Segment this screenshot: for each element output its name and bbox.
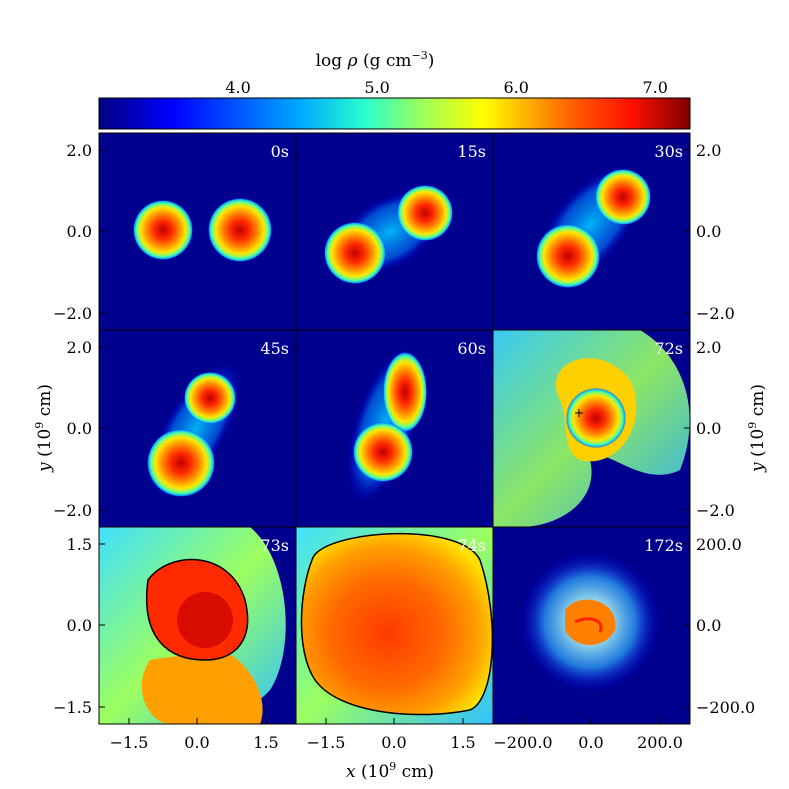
y-tick-label: 2.0 <box>67 141 92 160</box>
y-tick-label-right: 0.0 <box>696 616 721 635</box>
colorbar-tick-label: 7.0 <box>643 78 668 97</box>
panel-60s <box>296 330 493 527</box>
contour-line <box>300 532 493 716</box>
x-tick-label: 0.0 <box>184 733 209 752</box>
x-tick-label: 1.5 <box>253 733 278 752</box>
y-tick-label-right: −2.0 <box>696 304 735 323</box>
star-blob <box>383 352 427 432</box>
star-blob <box>147 429 215 497</box>
y-tick-label-right: −200.0 <box>696 698 755 717</box>
colorbar: log ρ (g cm−3) 4.0 5.0 6.0 7.0 <box>98 49 691 130</box>
star-blob <box>397 185 453 241</box>
panel-time-label: 60s <box>457 339 486 358</box>
panel-time-label: 72s <box>654 339 683 358</box>
star-blob <box>566 388 626 448</box>
panel-grid <box>98 132 691 725</box>
panel-time-label: 45s <box>260 339 289 358</box>
panel-74s <box>296 527 493 724</box>
colorbar-tick-label: 5.0 <box>364 78 389 97</box>
y-tick-label: 0.0 <box>67 616 92 635</box>
star-blob <box>536 224 600 288</box>
y-tick-label-right: 2.0 <box>696 141 721 160</box>
colorbar-gradient <box>98 97 691 130</box>
y-tick-label-right: −2.0 <box>696 501 735 520</box>
center-marker <box>575 409 583 417</box>
x-tick-label: −1.5 <box>307 733 346 752</box>
y-tick-label: 1.5 <box>67 535 92 554</box>
y-tick-label-right: 2.0 <box>696 338 721 357</box>
star-blob <box>595 169 651 225</box>
colorbar-ticks: 4.0 5.0 6.0 7.0 <box>225 78 668 129</box>
star-blob <box>184 372 236 424</box>
panel-72s <box>493 330 690 527</box>
x-axis-label: x (109 cm) <box>346 760 434 782</box>
y-axis-label-left: y (109 cm) <box>33 384 55 473</box>
x-tick-label: 1.5 <box>450 733 475 752</box>
x-tick-label: 0.0 <box>381 733 406 752</box>
star-blob <box>208 198 272 262</box>
y-tick-label: 2.0 <box>67 338 92 357</box>
y-tick-label: 0.0 <box>67 222 92 241</box>
panel-time-label: 0s <box>271 142 289 161</box>
x-tick-label: 200.0 <box>637 733 683 752</box>
panel-time-label: 73s <box>260 536 289 555</box>
star-blob <box>133 200 193 260</box>
y-tick-label: 0.0 <box>67 419 92 438</box>
star-blob <box>353 422 413 482</box>
y-tick-label-right: 0.0 <box>696 222 721 241</box>
panel-0s <box>99 133 296 330</box>
panel-time-label: 172s <box>644 536 683 555</box>
panel-time-label: 15s <box>457 142 486 161</box>
x-tick-label: −1.5 <box>110 733 149 752</box>
colorbar-label: log ρ (g cm−3) <box>316 49 435 71</box>
y-tick-label: −1.5 <box>53 698 92 717</box>
colorbar-tick-label: 4.0 <box>225 78 250 97</box>
axis-ticks: 2.0 0.0 −2.0 2.0 0.0 −2.0 1.5 0.0 −1.5 2.0 0.0 −2.0… <box>53 141 755 752</box>
panel-15s <box>296 133 493 330</box>
y-tick-label: −2.0 <box>53 501 92 520</box>
y-tick-label: −2.0 <box>53 304 92 323</box>
x-tick-label: 0.0 <box>578 733 603 752</box>
y-axis-label-right: y (109 cm) <box>746 384 768 473</box>
y-tick-label-right: 200.0 <box>696 535 742 554</box>
x-tick-label: −200.0 <box>493 733 552 752</box>
panel-30s <box>493 133 690 330</box>
panel-172s <box>493 527 690 724</box>
panel-time-label: 74s <box>457 536 486 555</box>
panel-time-label: 30s <box>654 142 683 161</box>
colorbar-tick-label: 6.0 <box>503 78 528 97</box>
time-labels: 0s 15s 30s 45s 60s 72s 73s 74s 172s <box>260 142 683 555</box>
y-tick-label-right: 0.0 <box>696 419 721 438</box>
panel-73s <box>99 527 296 724</box>
star-blob <box>324 222 386 284</box>
panel-45s <box>99 330 296 527</box>
